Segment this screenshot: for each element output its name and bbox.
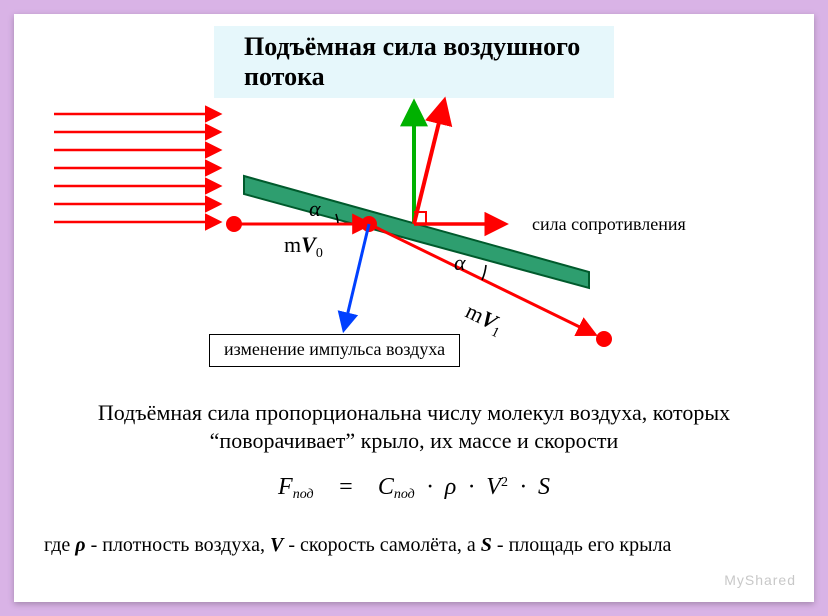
formula-dot3: · — [520, 474, 526, 500]
drag-label: сила сопротивления — [532, 214, 686, 235]
deflected-end-dot — [596, 331, 612, 347]
slide: Подъёмная сила воздушного потока — [14, 14, 814, 602]
legend-S: S — [481, 534, 492, 556]
legend-prefix: где — [44, 534, 75, 556]
formula-F: F — [278, 474, 293, 500]
lift-formula: Fпод = Cпод · ρ · V2 · S — [14, 474, 814, 503]
mv1-label: mV1 — [460, 298, 508, 341]
legend-rho-txt: - плотность воздуха, — [91, 534, 270, 556]
alpha-label-2: α — [454, 250, 466, 275]
resultant-vector — [414, 102, 444, 224]
impulse-change-box: изменение импульса воздуха — [209, 334, 460, 367]
formula-F-sub: под — [293, 487, 314, 502]
legend: где ρ - плотность воздуха, V - скорость … — [44, 534, 784, 557]
legend-V: V — [270, 534, 283, 556]
legend-S-txt: - площадь его крыла — [497, 534, 672, 556]
lift-diagram: α mV0 α mV1 сила сопротивления изменение… — [34, 74, 794, 364]
watermark: MyShared — [724, 572, 796, 588]
formula-V: V — [486, 474, 501, 500]
legend-V-txt: - скорость самолёта, а — [288, 534, 480, 556]
formula-dot2: · — [468, 474, 474, 500]
alpha-label-1: α — [309, 196, 321, 221]
incident-dot — [226, 216, 242, 232]
formula-S: S — [538, 474, 550, 500]
body-text: Подъёмная сила пропорциональна числу мол… — [54, 399, 774, 454]
angle-arc-2 — [482, 265, 486, 280]
flow-arrows — [54, 114, 219, 222]
legend-rho: ρ — [75, 534, 85, 556]
formula-C: C — [378, 474, 394, 500]
formula-eq: = — [338, 474, 354, 500]
formula-C-sub: под — [394, 487, 415, 502]
mv0-label: mV0 — [284, 232, 323, 261]
formula-rho: ρ — [445, 474, 457, 500]
formula-dot1: · — [427, 474, 433, 500]
delta-p-vector — [344, 224, 369, 329]
formula-V-sup: 2 — [501, 475, 508, 490]
